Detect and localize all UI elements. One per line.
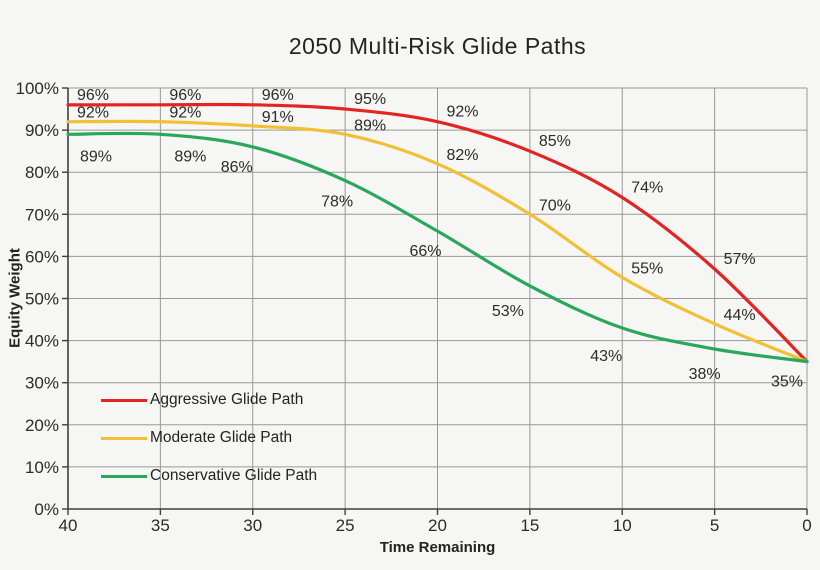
legend-label: Aggressive Glide Path: [150, 391, 304, 408]
data-label-aggressive: 95%: [354, 91, 386, 108]
data-label-conservative: 89%: [80, 148, 112, 165]
x-axis-title: Time Remaining: [379, 539, 496, 556]
data-label-aggressive: 96%: [262, 87, 294, 104]
data-label-moderate: 92%: [77, 105, 109, 122]
data-label-aggressive: 85%: [539, 133, 571, 150]
x-tick-label: 30: [243, 516, 262, 535]
data-label-moderate: 70%: [539, 197, 571, 214]
legend-item-conservative: Conservative Glide Path: [101, 457, 317, 495]
data-label-aggressive: 74%: [631, 179, 663, 196]
x-tick-label: 15: [520, 516, 539, 535]
chart-title: 2050 Multi-Risk Glide Paths: [288, 33, 587, 59]
y-tick-label: 20%: [25, 416, 59, 435]
series-line-conservative: [66, 131, 809, 364]
y-axis-title: Equity Weight: [6, 248, 24, 348]
y-tick-label: 50%: [25, 290, 59, 309]
data-label-conservative: 78%: [321, 194, 353, 211]
y-tick-label: 70%: [25, 205, 59, 224]
y-tick-label: 0%: [34, 500, 59, 519]
y-tick-label: 90%: [25, 121, 59, 140]
series-line-moderate: [66, 119, 809, 364]
data-label-conservative: 43%: [590, 348, 622, 365]
x-tick-label: 20: [428, 516, 447, 535]
legend-item-moderate: Moderate Glide Path: [101, 419, 317, 457]
legend-line-aggressive-icon: [101, 398, 147, 402]
data-label-conservative: 38%: [689, 366, 721, 383]
data-label-moderate: 92%: [169, 105, 201, 122]
y-tick-label: 30%: [25, 374, 59, 393]
y-tick-label: 10%: [25, 458, 59, 477]
data-label-conservative: 89%: [174, 148, 206, 165]
legend-item-aggressive: Aggressive Glide Path: [101, 381, 317, 419]
y-tick-label: 100%: [16, 79, 59, 98]
data-label-aggressive: 92%: [447, 104, 479, 121]
x-tick-label: 0: [802, 516, 811, 535]
y-tick-label: 80%: [25, 163, 59, 182]
x-tick-label: 25: [336, 516, 355, 535]
x-tick-label: 5: [710, 516, 719, 535]
x-tick-label: 10: [613, 516, 632, 535]
data-label-aggressive: 57%: [724, 251, 756, 268]
legend-label: Conservative Glide Path: [150, 467, 318, 484]
y-tick-label: 40%: [25, 332, 59, 351]
data-label-moderate: 91%: [262, 109, 294, 126]
data-label-conservative: 53%: [492, 303, 524, 320]
data-label-moderate: 44%: [724, 307, 756, 324]
y-tick-label: 60%: [25, 247, 59, 266]
legend-label: Moderate Glide Path: [150, 429, 293, 446]
data-label-moderate: 55%: [631, 260, 663, 277]
x-tick-label: 40: [59, 516, 78, 535]
data-label-conservative: 35%: [771, 374, 803, 391]
legend-line-moderate-icon: [101, 436, 147, 440]
data-label-conservative: 66%: [410, 243, 442, 260]
x-tick-label: 35: [151, 516, 170, 535]
legend: Aggressive Glide Path Moderate Glide Pat…: [101, 381, 317, 495]
legend-line-conservative-icon: [101, 474, 147, 478]
data-label-conservative: 86%: [221, 159, 253, 176]
data-label-aggressive: 96%: [169, 87, 201, 104]
data-label-moderate: 82%: [447, 147, 479, 164]
series-line-aggressive: [66, 102, 809, 364]
data-label-moderate: 89%: [354, 117, 386, 134]
data-label-aggressive: 96%: [77, 87, 109, 104]
